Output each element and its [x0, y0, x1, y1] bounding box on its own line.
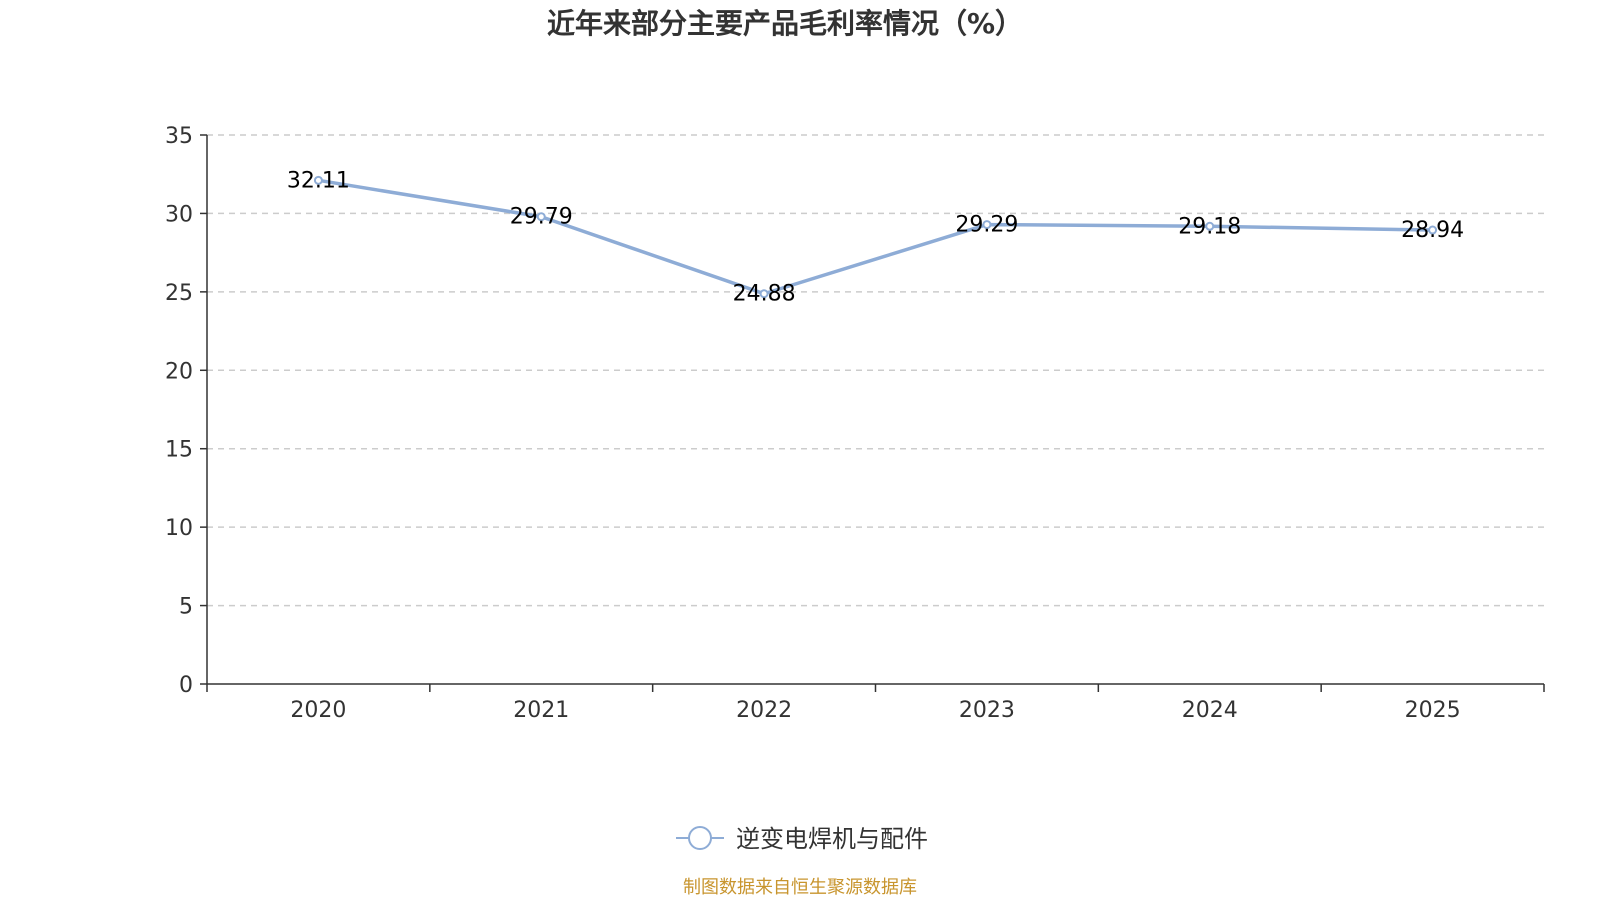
y-tick-label: 30 — [165, 202, 193, 227]
y-tick-label: 20 — [165, 359, 193, 384]
x-tick-label: 2020 — [290, 698, 346, 723]
x-tick-label: 2023 — [959, 698, 1015, 723]
y-tick-label: 25 — [165, 281, 193, 306]
y-tick-label: 0 — [179, 673, 193, 698]
data-point — [536, 212, 546, 222]
legend: 逆变电焊机与配件 — [676, 825, 928, 853]
data-label: 29.18 — [1178, 214, 1241, 239]
legend-marker — [688, 826, 712, 850]
y-tick-label: 15 — [165, 438, 193, 463]
grid-lines — [207, 134, 1544, 607]
y-tick-label: 5 — [179, 595, 193, 620]
data-label: 24.88 — [733, 282, 796, 307]
data-label: 28.94 — [1401, 218, 1464, 243]
data-label: 29.79 — [510, 205, 573, 230]
source-note: 制图数据来自恒生聚源数据库 — [683, 877, 917, 898]
data-point — [759, 289, 769, 299]
series-line — [316, 178, 1435, 296]
data-label: 32.11 — [287, 168, 350, 193]
x-tick-label: 2025 — [1405, 698, 1461, 723]
x-tick-label: 2024 — [1182, 698, 1238, 723]
y-tick-label: 10 — [165, 516, 193, 541]
series-layer — [313, 175, 1438, 299]
data-point — [982, 220, 992, 230]
data-point — [1205, 221, 1215, 231]
x-tick-label: 2022 — [736, 698, 792, 723]
data-labels: 32.11 29.79 24.88 29.29 29.18 28.94 — [287, 168, 1464, 306]
chart-title: 近年来部分主要产品毛利率情况（%） — [546, 7, 1024, 40]
data-point — [1428, 225, 1438, 235]
data-point — [313, 175, 323, 185]
y-tick-label: 35 — [165, 124, 193, 149]
legend-label: 逆变电焊机与配件 — [736, 825, 928, 853]
x-tick-label: 2021 — [513, 698, 569, 723]
data-label: 29.29 — [955, 213, 1018, 238]
